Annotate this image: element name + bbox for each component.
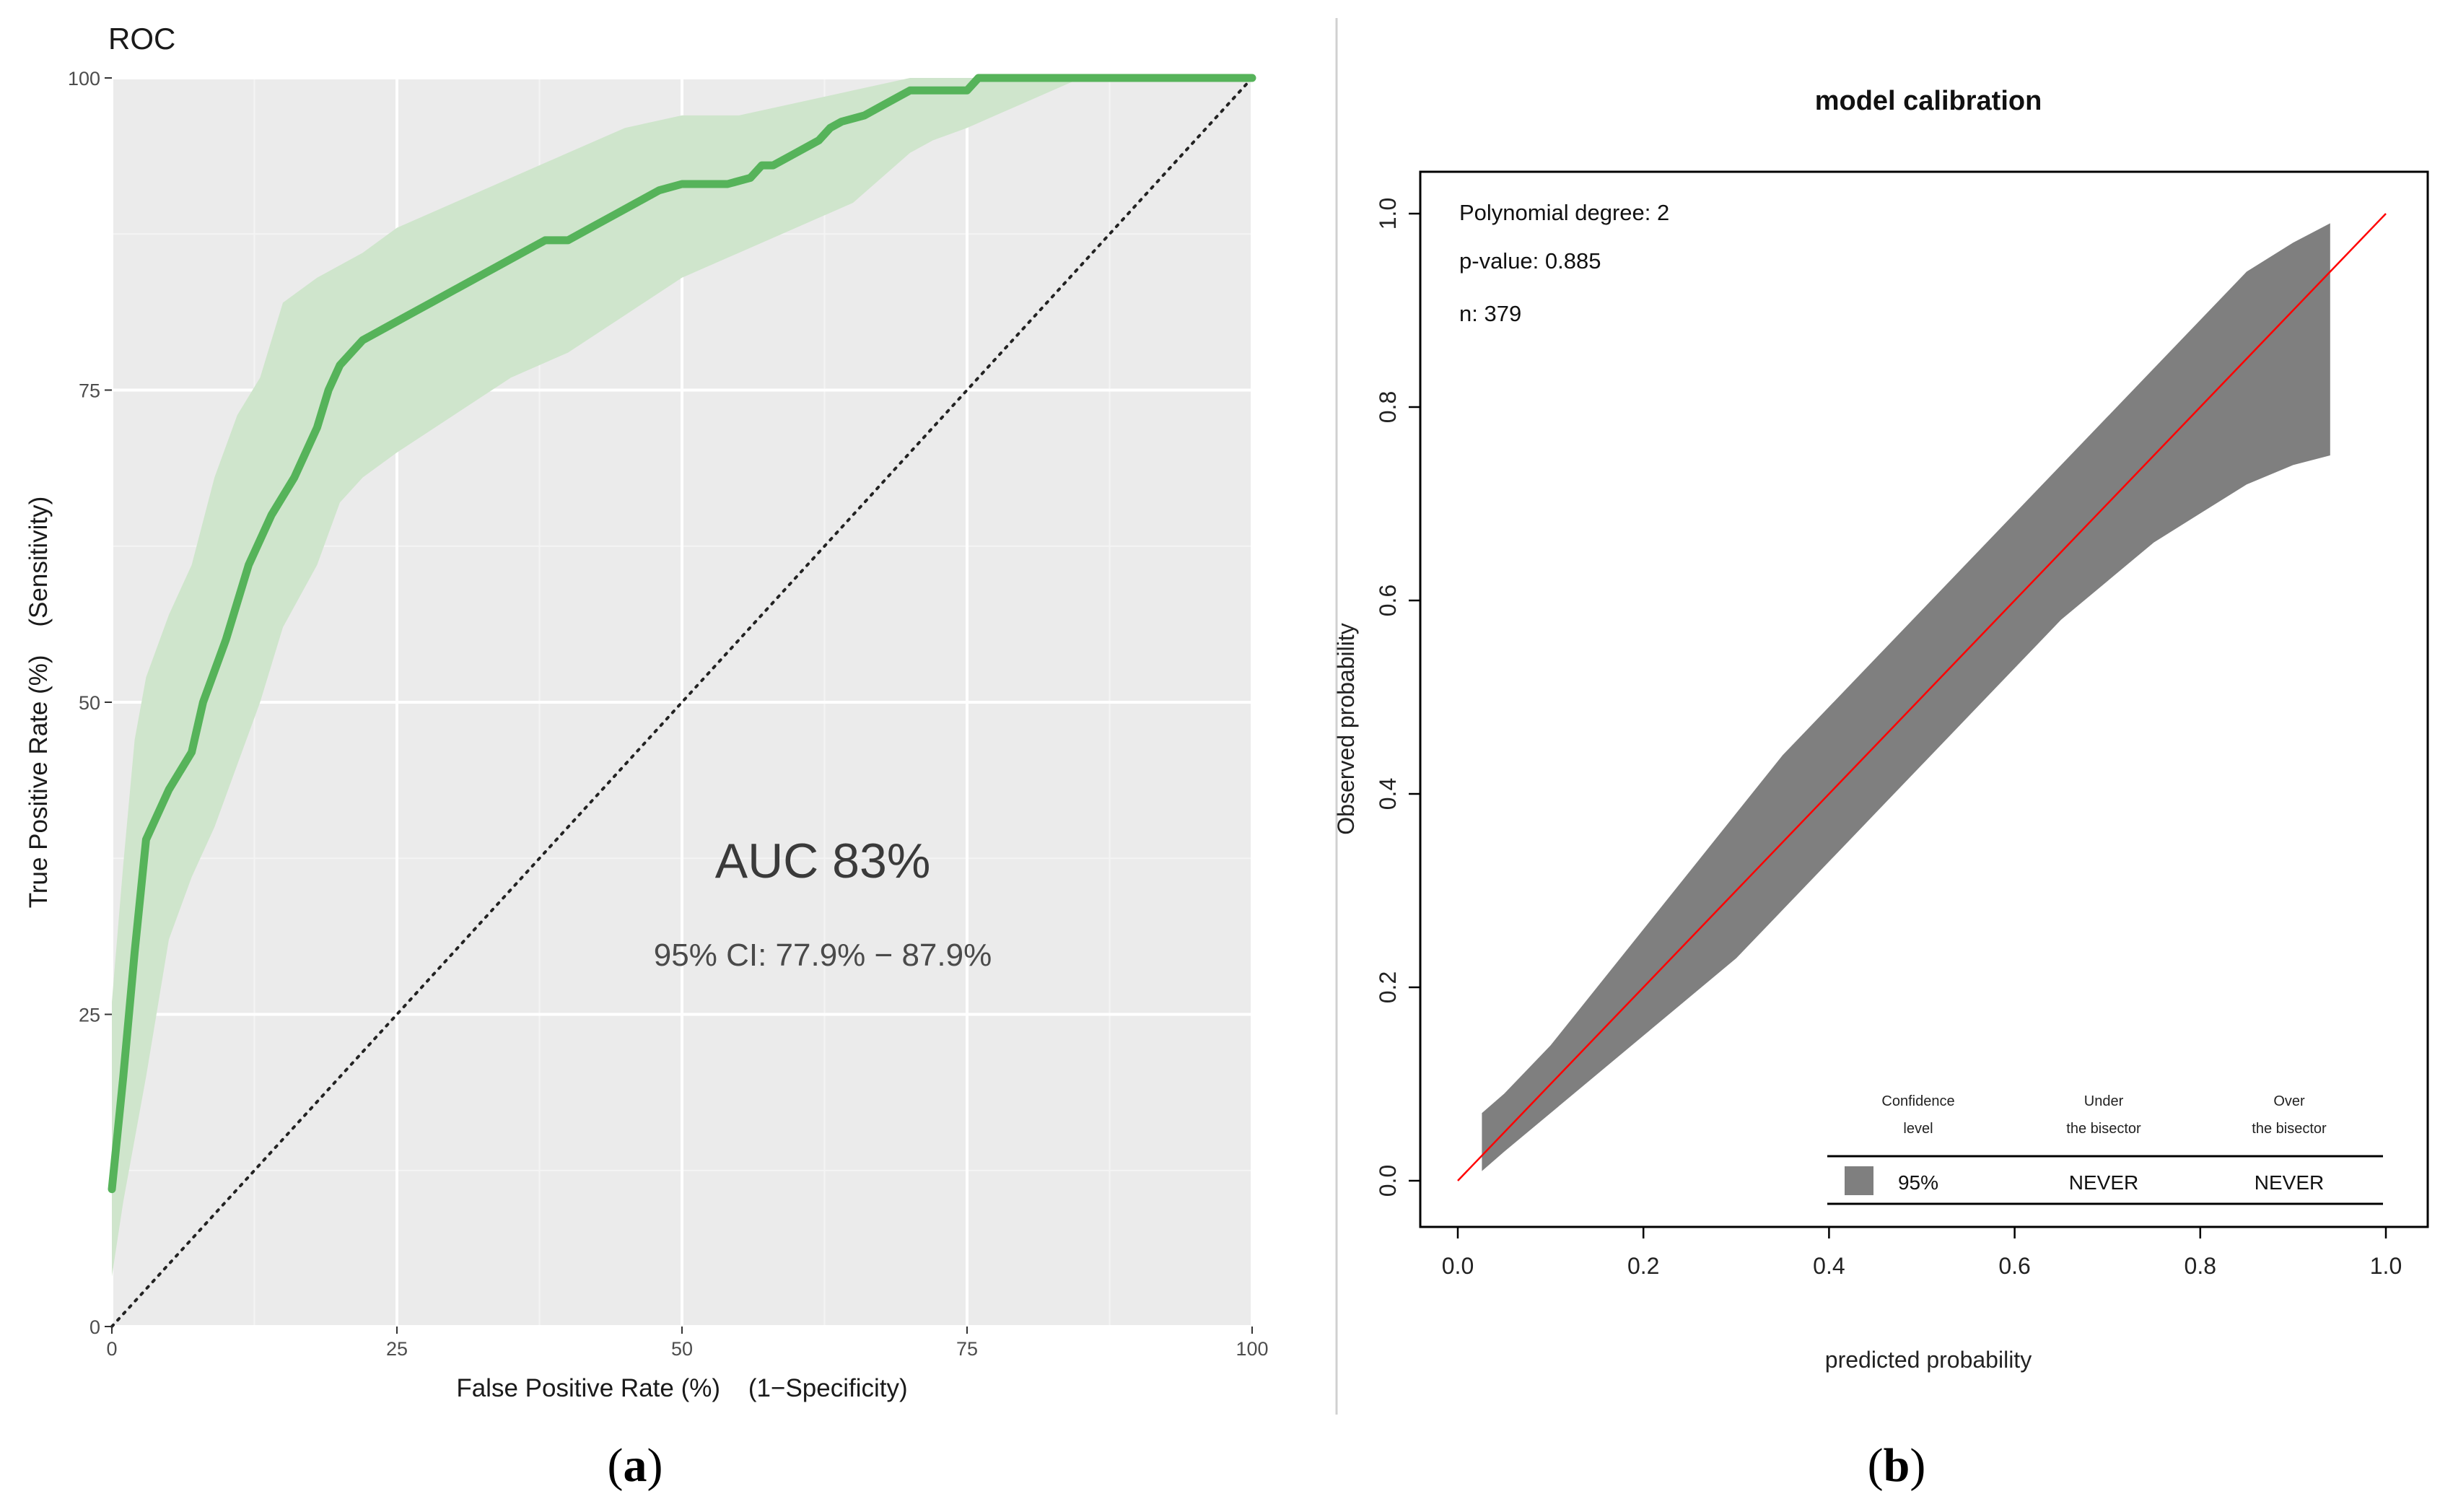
calibration-y-tick-label: 0.2	[1375, 971, 1401, 1003]
legend-cell-under: NEVER	[2069, 1171, 2138, 1194]
calibration-x-tick-label: 0.0	[1442, 1253, 1474, 1279]
roc-y-tick-label: 75	[79, 380, 100, 402]
roc-y-tick-label: 50	[79, 692, 100, 714]
roc-curve	[108, 74, 1256, 1194]
legend-cell-level: 95%	[1898, 1171, 1938, 1194]
calibration-x-tick-label: 0.8	[2185, 1253, 2216, 1279]
legend-header-level: level	[1903, 1121, 1933, 1137]
legend-cell-over: NEVER	[2255, 1171, 2324, 1194]
auc-annotation: AUC 83%	[715, 834, 931, 888]
calibration-x-tick-label: 1.0	[2370, 1253, 2402, 1279]
calibration-y-tick-label: 0.0	[1375, 1165, 1401, 1197]
caption-b: (b)	[1868, 1439, 1926, 1492]
calibration-legend-table: Confidence level Under the bisector Over…	[1827, 1093, 2383, 1205]
roc-confidence-band	[112, 78, 1252, 1277]
calibration-info-n: n: 379	[1459, 301, 1521, 326]
calibration-title: model calibration	[1815, 86, 2042, 116]
calibration-info-degree: Polynomial degree: 2	[1459, 200, 1669, 225]
legend-header-confidence: Confidence	[1881, 1093, 1954, 1109]
calibration-x-tick-label: 0.4	[1813, 1253, 1845, 1279]
calibration-x-tick-label: 0.2	[1627, 1253, 1659, 1279]
caption-a: (a)	[608, 1439, 663, 1492]
roc-x-tick-label: 50	[671, 1338, 693, 1360]
roc-y-tick-label: 25	[79, 1005, 100, 1026]
calibration-chart: model calibration 0.0 0.2 0.4 0.6 0.8 1.0 0.0…	[1333, 86, 2429, 1373]
roc-x-tick-label: 0	[106, 1338, 117, 1360]
calibration-y-ticks: 0.0 0.2 0.4 0.6 0.8 1.0	[1375, 198, 1422, 1197]
roc-y-axis-label: True Positive Rate (%) (Sensitivity)	[25, 497, 53, 909]
roc-x-axis-label: False Positive Rate (%) (1−Specificity)	[456, 1374, 907, 1402]
calibration-y-tick-label: 0.8	[1375, 391, 1401, 423]
roc-x-ticks: 0 25 50 75 100	[106, 1327, 1269, 1360]
roc-y-ticks: 0 25 50 75 100	[68, 68, 112, 1338]
calibration-bisector	[1457, 213, 2387, 1181]
legend-swatch	[1845, 1166, 1873, 1195]
roc-x-tick-label: 100	[1236, 1338, 1268, 1360]
roc-chart: ROC 0 25 50 75 100 0 25 50 75 100 False Positive…	[25, 22, 1269, 1402]
roc-y-tick-label: 0	[89, 1316, 100, 1338]
legend-header-under-bisector: the bisector	[2066, 1121, 2141, 1137]
roc-x-tick-label: 25	[386, 1338, 408, 1360]
roc-title: ROC	[108, 22, 175, 56]
roc-x-tick-label: 75	[956, 1338, 978, 1360]
calibration-x-axis-label: predicted probability	[1825, 1347, 2032, 1373]
legend-header-under: Under	[2084, 1093, 2124, 1109]
calibration-y-tick-label: 0.4	[1375, 778, 1401, 810]
calibration-x-ticks: 0.0 0.2 0.4 0.6 0.8 1.0	[1442, 1225, 2402, 1279]
calibration-y-tick-label: 0.6	[1375, 585, 1401, 616]
roc-y-tick-label: 100	[68, 68, 100, 89]
legend-header-over: Over	[2273, 1093, 2305, 1109]
ci-annotation: 95% CI: 77.9% − 87.9%	[654, 938, 992, 973]
calibration-x-tick-label: 0.6	[1998, 1253, 2030, 1279]
calibration-y-tick-label: 1.0	[1375, 198, 1401, 230]
calibration-y-axis-label: Observed probability	[1333, 623, 1359, 834]
legend-header-over-bisector: the bisector	[2252, 1121, 2327, 1137]
calibration-info-pvalue: p-value: 0.885	[1459, 248, 1601, 274]
